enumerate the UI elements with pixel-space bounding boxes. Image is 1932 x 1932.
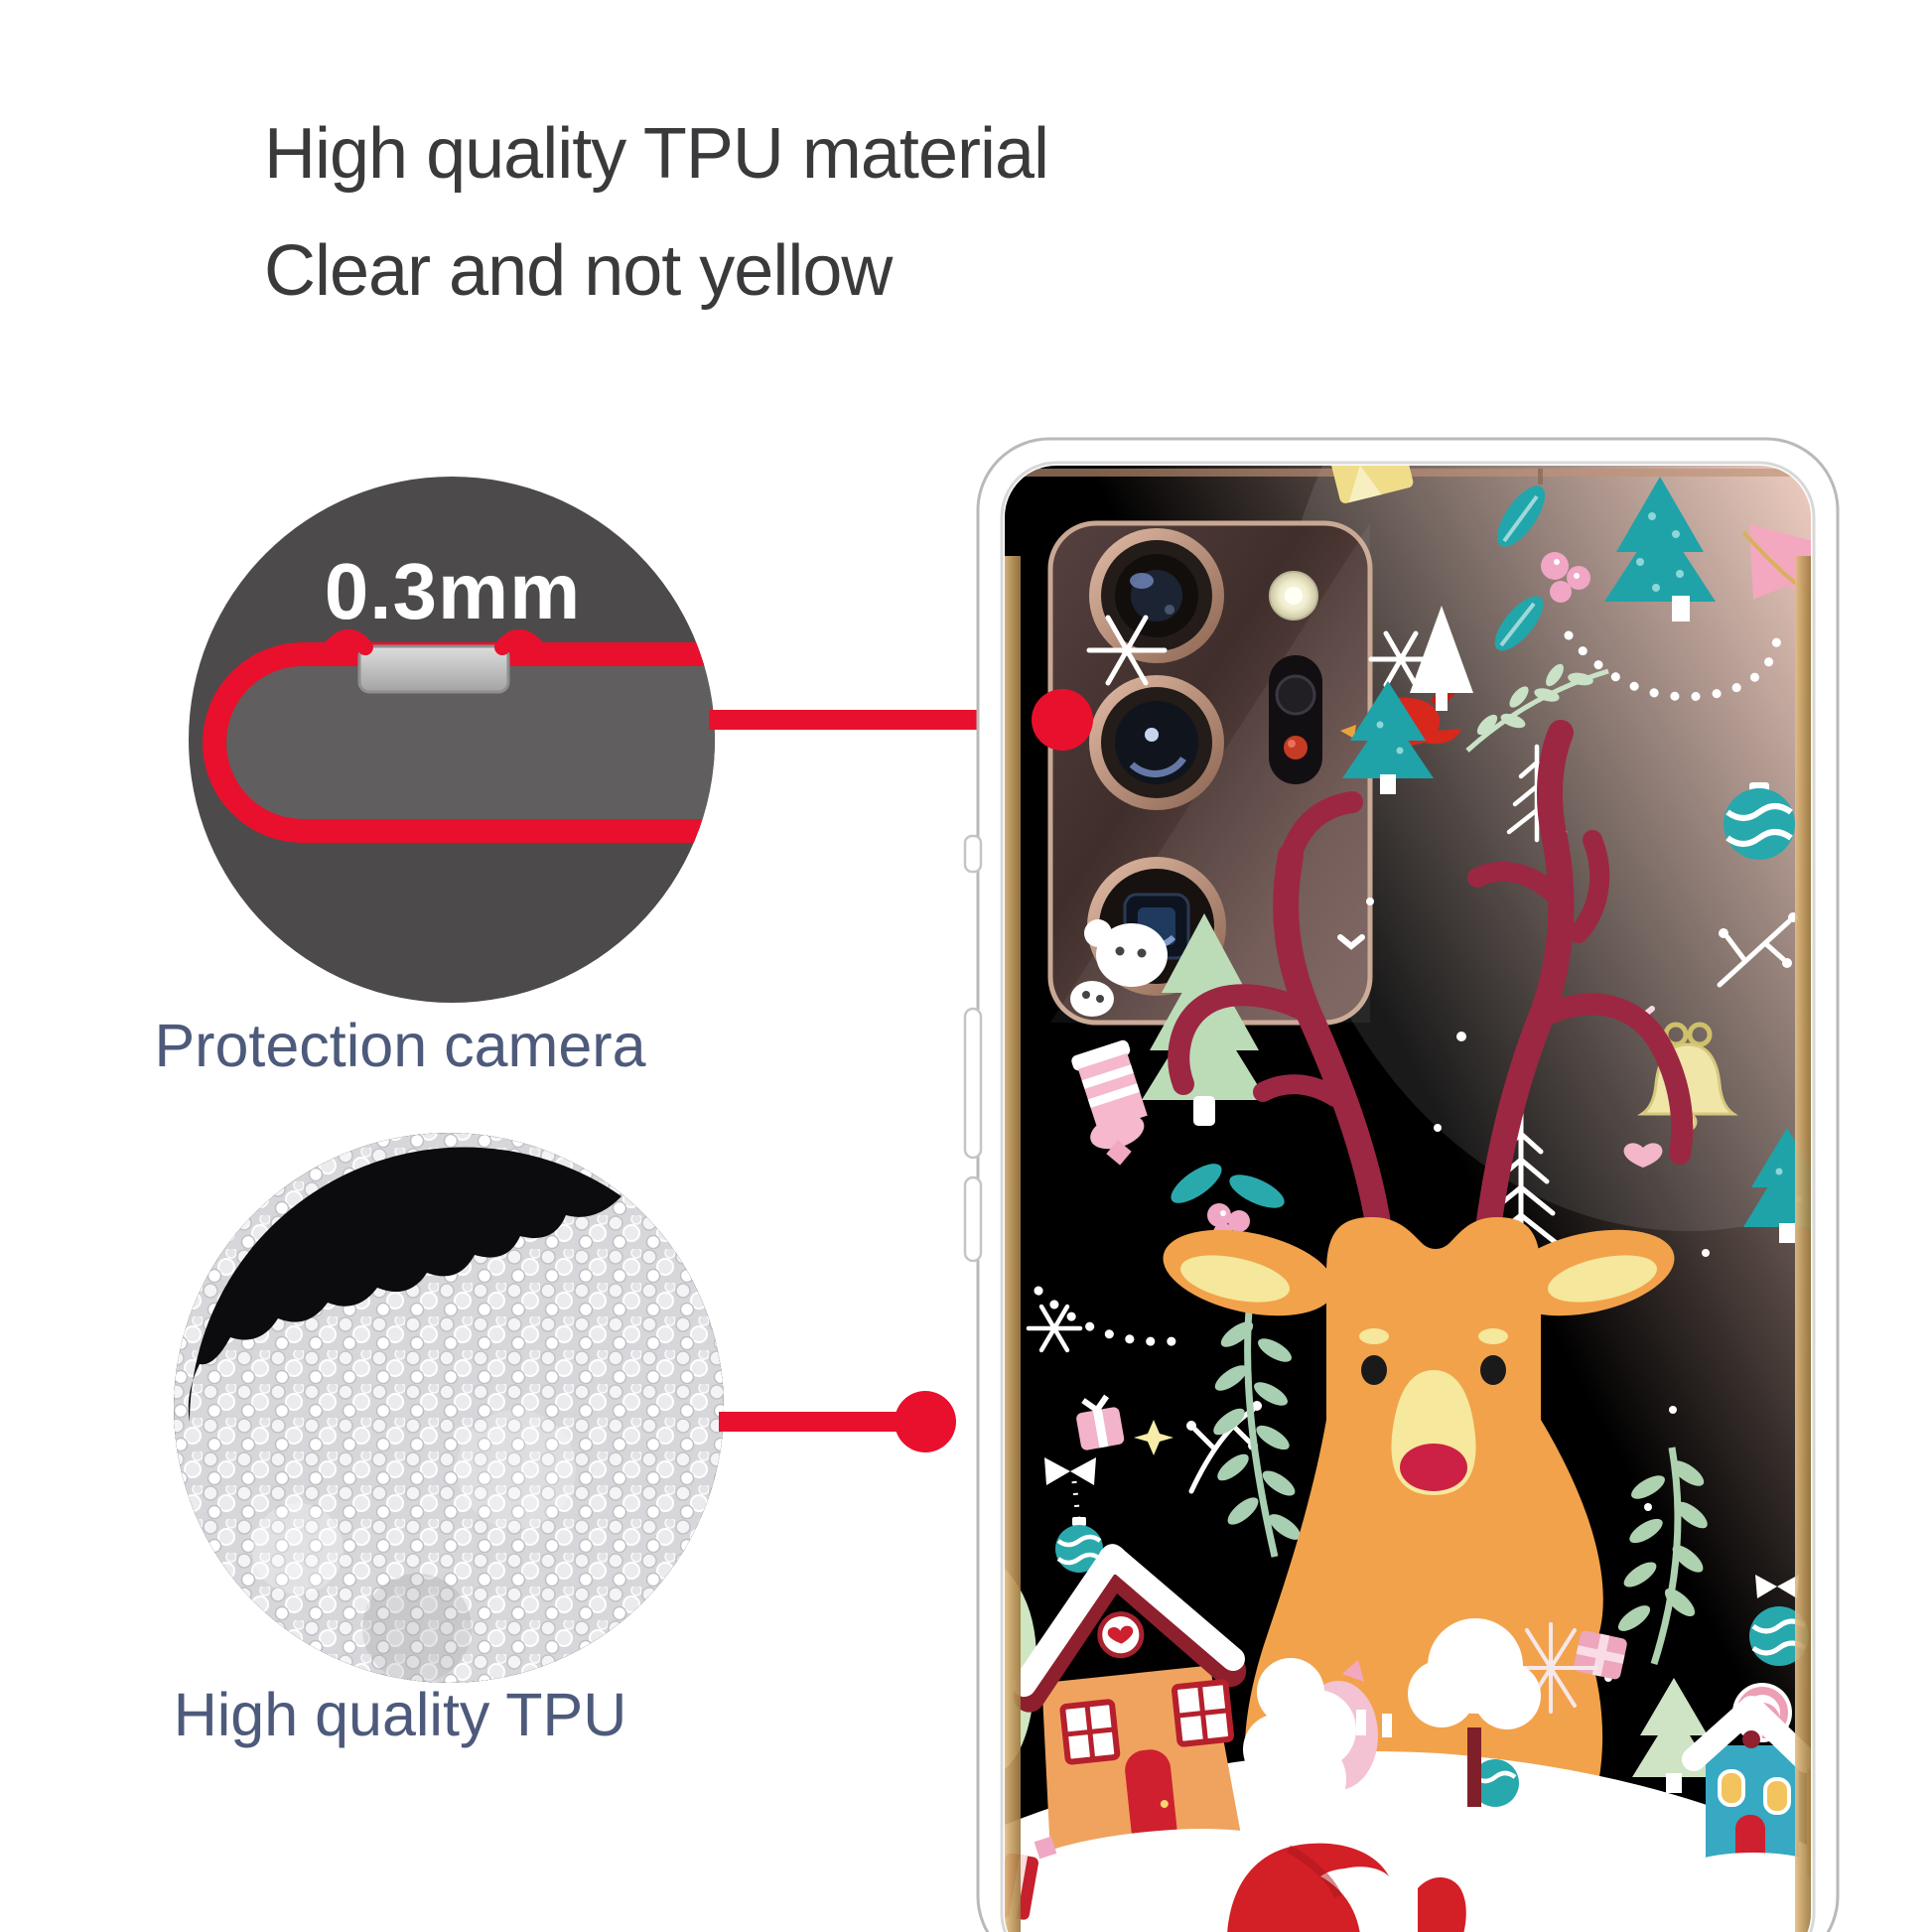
ghost-art xyxy=(1070,919,1168,1017)
connector-tpu xyxy=(719,1391,956,1452)
case-inner-rim xyxy=(1000,461,1816,1932)
gift-yellow-art xyxy=(1329,466,1414,503)
case-button-cutout xyxy=(357,644,510,694)
case-cross-section xyxy=(203,629,715,843)
title-line-2: Clear and not yellow xyxy=(264,231,893,311)
snowflake-icon xyxy=(1086,615,1168,686)
teal-bauble-art xyxy=(1724,782,1795,860)
pink-gift-art-left xyxy=(1076,1394,1125,1450)
christmas-artwork xyxy=(1005,466,1811,1932)
heart-art xyxy=(1623,1143,1663,1168)
tpu-granules-callout-circle xyxy=(174,1133,724,1683)
santa-hat-art xyxy=(1227,1843,1466,1932)
white-tree-pink-art xyxy=(1243,1658,1378,1837)
teal-tree-art-small xyxy=(1342,681,1434,794)
gingerbread-house xyxy=(1012,1544,1275,1887)
bow-bauble-art xyxy=(1044,1457,1103,1573)
case-side-buttons xyxy=(963,834,983,1263)
house-door xyxy=(1125,1749,1177,1850)
white-tree-art-small xyxy=(1410,606,1473,711)
connector-dot-tpu xyxy=(895,1391,956,1452)
deer-eye xyxy=(1361,1355,1387,1385)
camera-protection-label: Protection camera xyxy=(154,1012,646,1079)
camera-lens-ultrawide xyxy=(1089,675,1224,810)
mint-sprig-art xyxy=(1465,663,1609,753)
sparkle-art xyxy=(1134,1420,1173,1455)
pink-stocking-art xyxy=(1071,1039,1148,1150)
deer-ears xyxy=(1163,1229,1675,1316)
fern-art-left xyxy=(1213,1310,1302,1558)
house-window xyxy=(1172,1679,1234,1747)
holly-art-top xyxy=(1494,485,1590,651)
gold-frame-left xyxy=(1005,556,1021,1932)
snowflake-icon xyxy=(1368,630,1434,688)
thickness-badge: 0.3mm xyxy=(324,547,582,635)
page-title: High quality TPU material Clear and not … xyxy=(264,95,1049,330)
blue-house xyxy=(1682,1696,1811,1888)
santa-mitten-art xyxy=(1418,1877,1466,1932)
snowflake-icon xyxy=(1026,1304,1083,1353)
camera-module xyxy=(1047,520,1373,1026)
deer-nose xyxy=(1400,1444,1467,1491)
deer-eye xyxy=(1480,1355,1506,1385)
laser-af-sensor xyxy=(1269,655,1322,784)
title-line-1: High quality TPU material xyxy=(264,114,1049,194)
connector-dot-camera-top xyxy=(1032,689,1093,751)
phone-top-edge xyxy=(1023,469,1807,477)
phone-case xyxy=(963,437,1840,1932)
dotted-garland-art xyxy=(1034,1286,1188,1346)
deer-antlers xyxy=(1168,720,1694,1249)
teal-tree-art-top xyxy=(1604,477,1716,621)
gold-frame-right xyxy=(1795,556,1811,1932)
tpu-quality-label: High quality TPU xyxy=(173,1681,627,1748)
white-round-tree-art xyxy=(1408,1618,1541,1807)
thickness-callout-circle xyxy=(189,477,715,1003)
pink-banner-art xyxy=(1741,524,1811,610)
flash-icon xyxy=(1269,571,1318,621)
house-window xyxy=(1059,1699,1121,1765)
camera-lens-wide xyxy=(1089,528,1224,663)
fern-art-right xyxy=(1617,1447,1708,1666)
